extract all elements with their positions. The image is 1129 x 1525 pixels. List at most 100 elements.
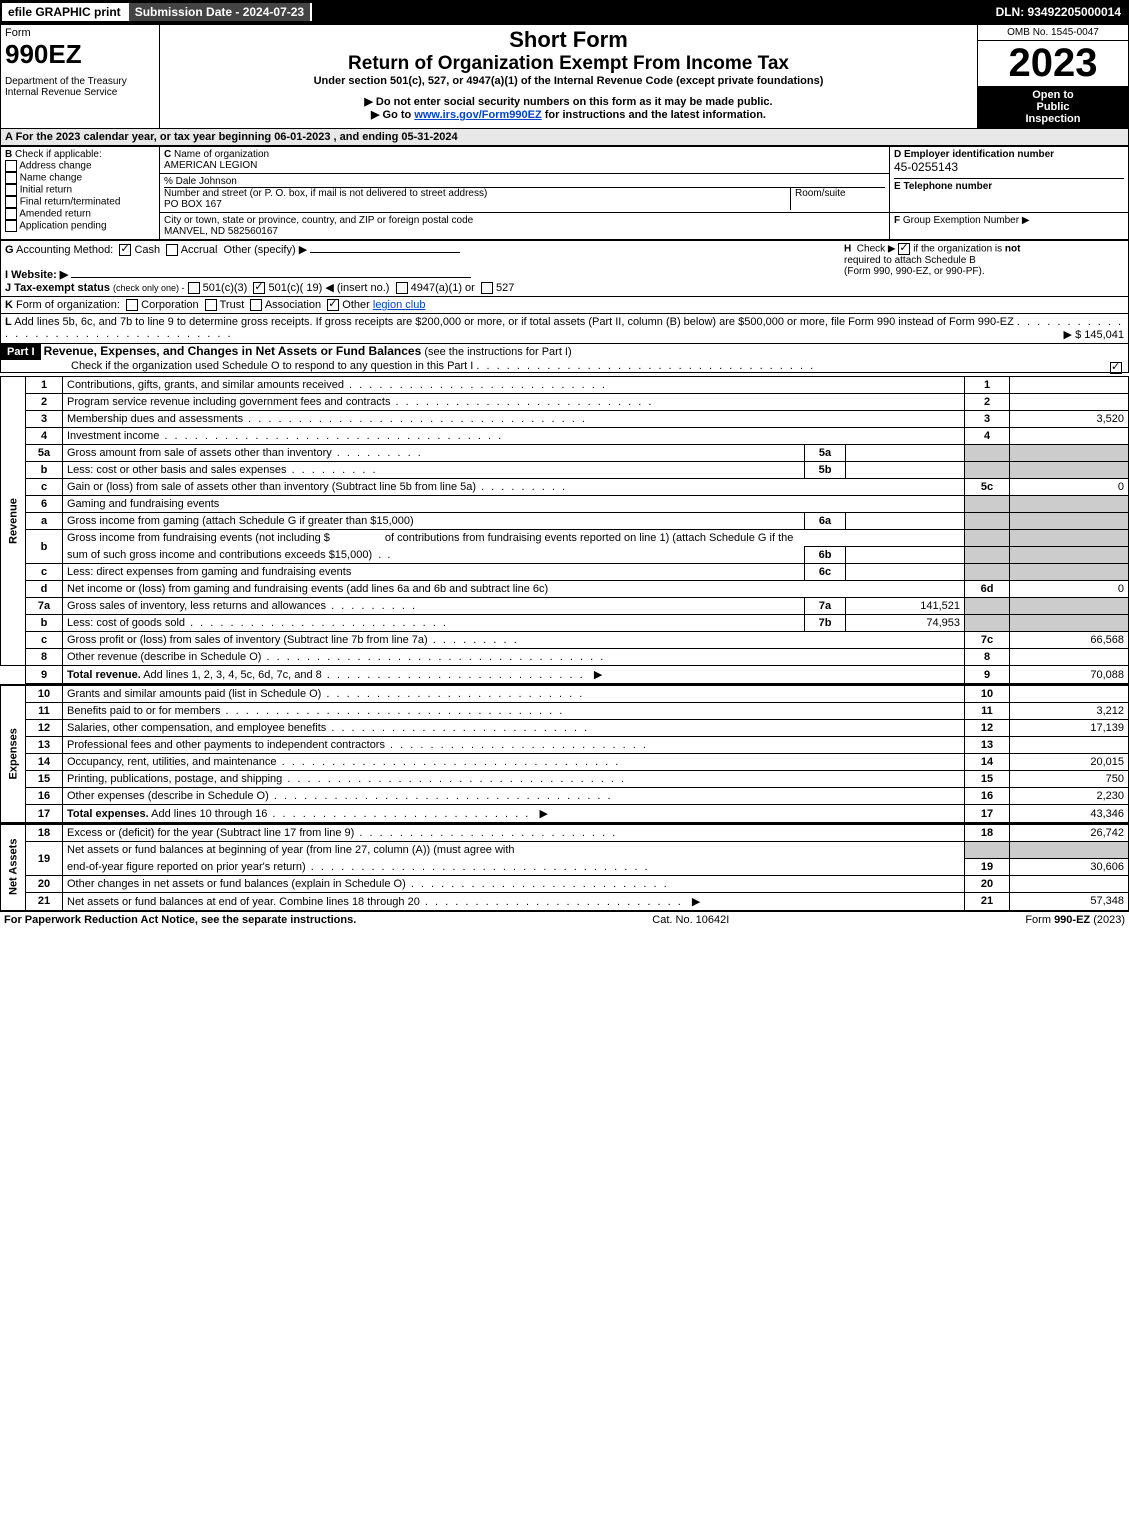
title-main: Return of Organization Exempt From Incom… xyxy=(164,53,973,75)
form-header: Form 990EZ Department of the Treasury In… xyxy=(0,24,1129,129)
line-12-value: 17,139 xyxy=(1010,720,1129,737)
j-label: J Tax-exempt status xyxy=(5,282,110,294)
k-label: K xyxy=(5,299,13,311)
line-5b-value xyxy=(846,462,965,479)
checkbox-amended-return[interactable] xyxy=(5,208,17,220)
checkbox-corporation[interactable] xyxy=(126,299,138,311)
d-ein-label: D Employer identification number xyxy=(894,149,1054,160)
checkbox-527[interactable] xyxy=(481,282,493,294)
line-19-value: 30,606 xyxy=(1010,858,1129,875)
revenue-table: Revenue 1 Contributions, gifts, grants, … xyxy=(0,376,1129,684)
checkbox-application-pending[interactable] xyxy=(5,220,17,232)
line-1-value xyxy=(1010,377,1129,394)
line-17-value: 43,346 xyxy=(1010,805,1129,823)
checkbox-501c[interactable] xyxy=(253,282,265,294)
gross-receipts-value: ▶ $ 145,041 xyxy=(1064,328,1124,341)
expenses-table: Expenses 10 Grants and similar amounts p… xyxy=(0,684,1129,823)
l-label: L xyxy=(5,316,12,328)
line-6b-value xyxy=(846,547,965,564)
c-name-label: Name of organization xyxy=(174,149,269,160)
footer-pra: For Paperwork Reduction Act Notice, see … xyxy=(4,914,356,926)
i-label: I Website: ▶ xyxy=(5,269,68,281)
netassets-table: Net Assets 18 Excess or (deficit) for th… xyxy=(0,823,1129,911)
line-18-value: 26,742 xyxy=(1010,824,1129,842)
line-16-value: 2,230 xyxy=(1010,788,1129,805)
org-name: AMERICAN LEGION xyxy=(164,160,257,171)
c-label: C xyxy=(164,149,171,160)
ein-value: 45-0255143 xyxy=(894,160,958,174)
line-21-value: 57,348 xyxy=(1010,892,1129,910)
submission-date: Submission Date - 2024-07-23 xyxy=(129,3,312,21)
line-15-value: 750 xyxy=(1010,771,1129,788)
top-bar: efile GRAPHIC print Submission Date - 20… xyxy=(0,0,1129,24)
line-13-value xyxy=(1010,737,1129,754)
checkbox-association[interactable] xyxy=(250,299,262,311)
checkbox-final-return[interactable] xyxy=(5,196,17,208)
part1-label: Part I xyxy=(1,344,41,360)
omb-number: OMB No. 1545-0047 xyxy=(978,25,1128,41)
line-6d-value: 0 xyxy=(1010,581,1129,598)
checkbox-schedule-b[interactable] xyxy=(898,243,910,255)
line-7a-value: 141,521 xyxy=(846,598,965,615)
e-tel-label: E Telephone number xyxy=(894,181,992,192)
room-suite-label: Room/suite xyxy=(790,188,885,210)
checkbox-initial-return[interactable] xyxy=(5,184,17,196)
b-text: Check if applicable: xyxy=(15,149,102,160)
checkbox-accrual[interactable] xyxy=(166,244,178,256)
note-ssn: ▶ Do not enter social security numbers o… xyxy=(164,95,973,108)
title-short-form: Short Form xyxy=(164,27,973,53)
checkbox-501c3[interactable] xyxy=(188,282,200,294)
website-input[interactable] xyxy=(71,277,471,278)
note-goto-post: for instructions and the latest informat… xyxy=(542,109,766,121)
checkbox-schedule-o[interactable] xyxy=(1110,362,1122,374)
revenue-sidebar: Revenue xyxy=(1,377,26,666)
footer-form: Form 990-EZ (2023) xyxy=(1025,914,1125,926)
line-7c-value: 66,568 xyxy=(1010,632,1129,649)
line-20-value xyxy=(1010,875,1129,892)
line-6c-value xyxy=(846,564,965,581)
note-goto-pre: ▶ Go to xyxy=(371,109,414,121)
checkbox-4947[interactable] xyxy=(396,282,408,294)
ghijkl-block: G Accounting Method: Cash Accrual Other … xyxy=(0,240,1129,344)
checkbox-name-change[interactable] xyxy=(5,172,17,184)
expenses-sidebar: Expenses xyxy=(1,685,26,823)
subtitle: Under section 501(c), 527, or 4947(a)(1)… xyxy=(164,75,973,87)
line-14-value: 20,015 xyxy=(1010,754,1129,771)
line-7b-value: 74,953 xyxy=(846,615,965,632)
f-label: F xyxy=(894,215,900,226)
line-10-value xyxy=(1010,685,1129,703)
h-label: H xyxy=(844,244,851,255)
checkbox-trust[interactable] xyxy=(205,299,217,311)
checkbox-cash[interactable] xyxy=(119,244,131,256)
g-label: G xyxy=(5,244,14,256)
footer-catno: Cat. No. 10642I xyxy=(652,914,729,926)
care-of: % Dale Johnson xyxy=(164,176,237,187)
l-text: Add lines 5b, 6c, and 7b to line 9 to de… xyxy=(14,316,1014,328)
part1-checkline: Check if the organization used Schedule … xyxy=(1,360,473,372)
checkbox-address-change[interactable] xyxy=(5,160,17,172)
inspection-box: Open to Public Inspection xyxy=(978,86,1128,128)
tax-year: 2023 xyxy=(978,41,1128,86)
dln-label: DLN: 93492205000014 xyxy=(990,3,1127,21)
page-footer: For Paperwork Reduction Act Notice, see … xyxy=(0,911,1129,928)
other-org-value[interactable]: legion club xyxy=(373,299,426,311)
line-5a-value xyxy=(846,445,965,462)
efile-print-label[interactable]: efile GRAPHIC print xyxy=(2,3,129,21)
identity-block: B Check if applicable: Address change Na… xyxy=(0,146,1129,240)
netassets-sidebar: Net Assets xyxy=(1,824,26,910)
city-label: City or town, state or province, country… xyxy=(164,215,473,226)
line-2-value xyxy=(1010,394,1129,411)
irs-link[interactable]: www.irs.gov/Form990EZ xyxy=(414,109,541,121)
b-label: B xyxy=(5,149,12,160)
line-6a-value xyxy=(846,513,965,530)
checkbox-other-org[interactable] xyxy=(327,299,339,311)
dept-line-1: Department of the Treasury xyxy=(5,76,155,87)
line-5c-value: 0 xyxy=(1010,479,1129,496)
dept-line-2: Internal Revenue Service xyxy=(5,87,155,98)
line-9-value: 70,088 xyxy=(1010,666,1129,684)
line-11-value: 3,212 xyxy=(1010,703,1129,720)
form-number: 990EZ xyxy=(5,39,155,70)
other-method-input[interactable] xyxy=(310,252,460,253)
street-label: Number and street (or P. O. box, if mail… xyxy=(164,188,487,199)
form-word: Form xyxy=(5,27,155,39)
